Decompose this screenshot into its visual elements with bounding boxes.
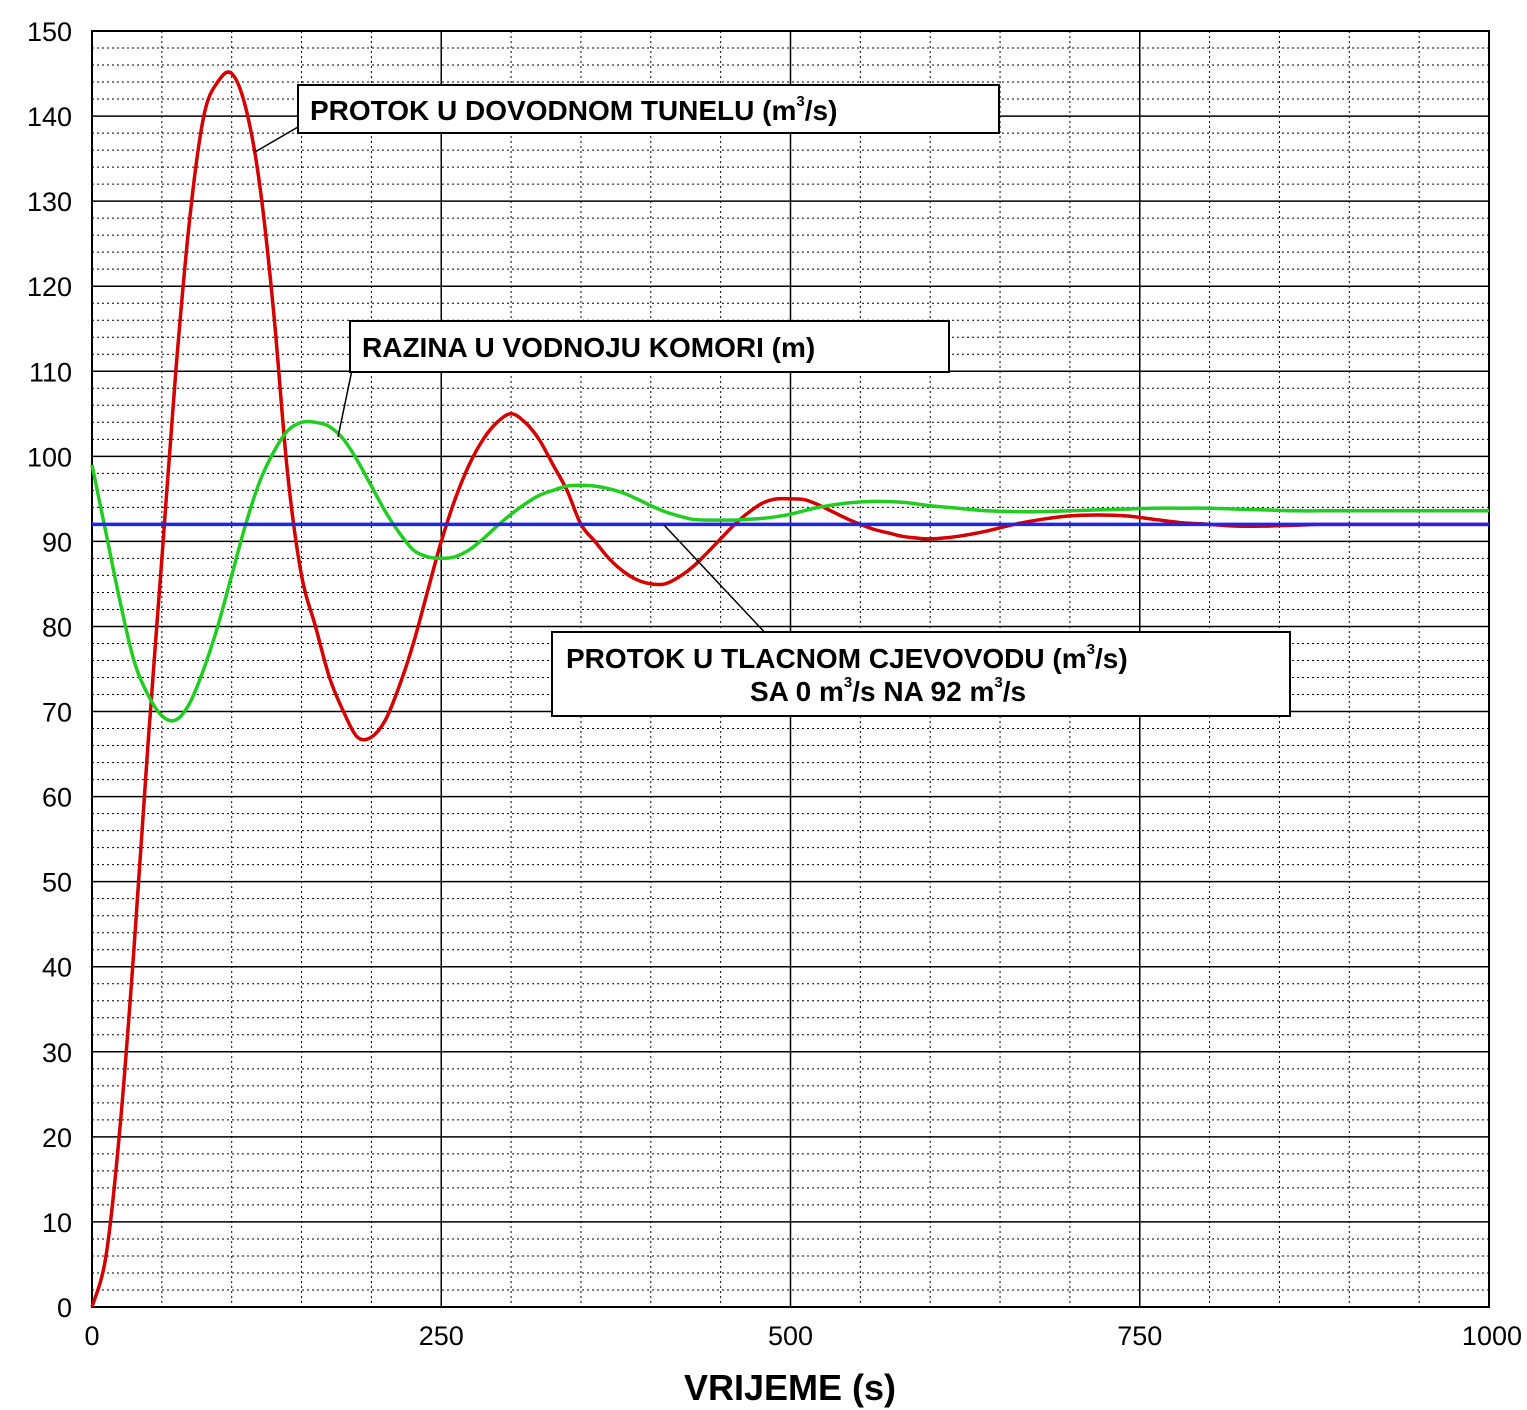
annotation-box-penstock [551,631,1291,717]
series-line-tunnel-flow [90,70,1489,1308]
x-axis-title: VRIJEME (s) [684,1367,896,1408]
annotation-penstock-line2: SA 0 m3/s NA 92 m3/s [750,674,1026,707]
y-tick-label: 50 [42,868,72,898]
y-tick-label: 120 [27,272,72,302]
y-tick-label: 30 [42,1038,72,1068]
y-tick-label: 150 [27,17,72,47]
y-tick-label: 60 [42,783,72,813]
y-tick-label: 130 [27,187,72,217]
y-tick-labels: 0 10 20 30 40 50 60 70 80 90 100 110 120 130 140 150 [27,17,72,1323]
annotation-leader-tunnel [254,126,299,153]
x-tick-label: 0 [84,1321,99,1351]
x-tick-label: 750 [1117,1321,1162,1351]
y-tick-label: 80 [42,612,72,642]
annotations: PROTOK U DOVODNOM TUNELU (m3/s) RAZINA U… [254,84,1291,717]
annotation-leader-chamber [337,369,353,438]
annotation-box-tunnel [297,84,1000,134]
y-tick-label: 140 [27,102,72,132]
x-tick-label: 500 [768,1321,813,1351]
annotation-chamber: RAZINA U VODNOJU KOMORI (m) [362,332,815,363]
x-tick-label: 250 [419,1321,464,1351]
y-tick-label: 70 [42,698,72,728]
series-line-chamber-level [90,419,1489,723]
annotation-leader-penstock [663,524,771,639]
y-tick-label: 20 [42,1123,72,1153]
y-tick-label: 90 [42,527,72,557]
y-tick-label: 110 [29,357,72,387]
y-tick-label: 40 [42,953,72,983]
plot-frame [91,30,1490,1308]
y-tick-label: 10 [42,1208,72,1238]
x-tick-label: 1000 [1462,1321,1522,1351]
y-tick-label: 100 [27,442,72,472]
annotation-penstock-line1: PROTOK U TLACNOM CJEVOVODU (m3/s) [566,641,1128,674]
annotation-box-chamber [349,320,950,373]
annotation-tunnel: PROTOK U DOVODNOM TUNELU (m3/s) [310,93,837,126]
series-layer [90,70,1489,1308]
y-tick-label: 0 [57,1293,72,1323]
x-tick-labels: 0 250 500 750 1000 [84,1321,1522,1351]
